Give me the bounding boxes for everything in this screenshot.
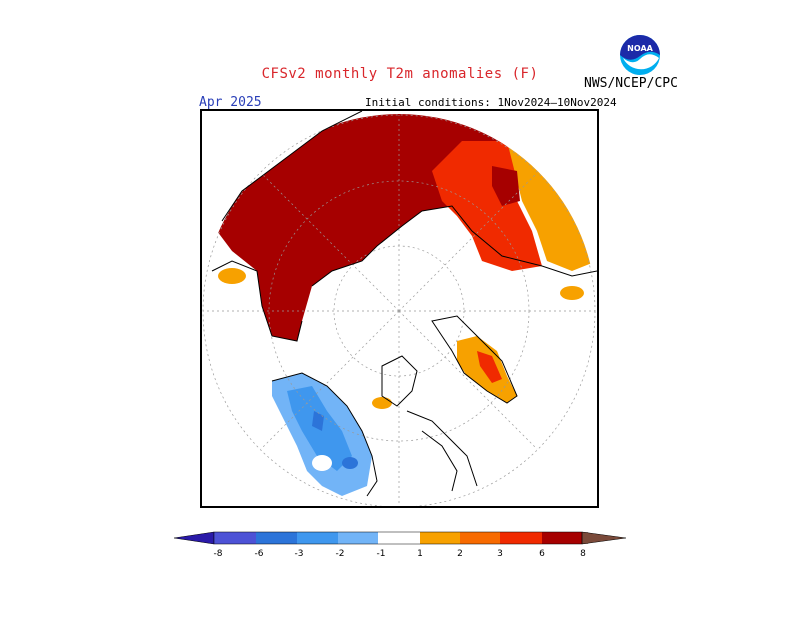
anomaly-orange-patch: [560, 286, 584, 300]
map-title: CFSv2 monthly T2m anomalies (F): [261, 66, 539, 82]
map-frame: [200, 109, 599, 508]
svg-text:NOAA: NOAA: [627, 44, 653, 53]
anomaly-blue-dark: [342, 457, 358, 469]
colorbar-cell: [542, 532, 582, 544]
anomaly-dark-red-inner: [492, 166, 520, 206]
colorbar-cell: [500, 532, 542, 544]
colorbar-tick-label: 6: [539, 549, 545, 559]
anomaly-orange-patch: [372, 397, 392, 409]
colorbar-cell: [338, 532, 378, 544]
colorbar-tick-label: 3: [497, 549, 503, 559]
colorbar-cell: [581, 531, 627, 545]
colorbar-cell: [420, 532, 460, 544]
colorbar-tick-label: -1: [376, 549, 386, 559]
anomaly-orange-patch: [218, 268, 246, 284]
colorbar-tick-label: -3: [294, 549, 304, 559]
colorbar-graphic: [173, 531, 627, 545]
colorbar-tick-label: 8: [580, 549, 586, 559]
anomaly-blue-dark: [312, 411, 324, 431]
colorbar-cell: [173, 531, 215, 545]
colorbar-cell: [378, 532, 420, 544]
polar-map: [202, 111, 597, 506]
colorbar-cell: [460, 532, 500, 544]
colorbar-cell: [297, 532, 338, 544]
anomaly-orange-region: [507, 141, 596, 271]
colorbar-tick-label: 2: [457, 549, 463, 559]
colorbar-cell: [214, 532, 256, 544]
coastlines: [211, 111, 597, 497]
colorbar: [173, 530, 627, 560]
colorbar-tick-label: -8: [213, 549, 223, 559]
initial-conditions: Initial conditions: 1Nov2024–10Nov2024: [365, 96, 617, 109]
noaa-logo-icon: NOAA: [619, 34, 661, 76]
colorbar-tick-label: -6: [254, 549, 264, 559]
anomaly-white-hole: [312, 455, 332, 471]
colorbar-tick-label: -2: [335, 549, 345, 559]
agency-label: NWS/NCEP/CPC: [584, 76, 678, 91]
anomaly-greenland-red: [477, 351, 502, 383]
colorbar-tick-label: 1: [417, 549, 423, 559]
forecast-month: Apr 2025: [199, 95, 262, 110]
colorbar-cell: [256, 532, 297, 544]
